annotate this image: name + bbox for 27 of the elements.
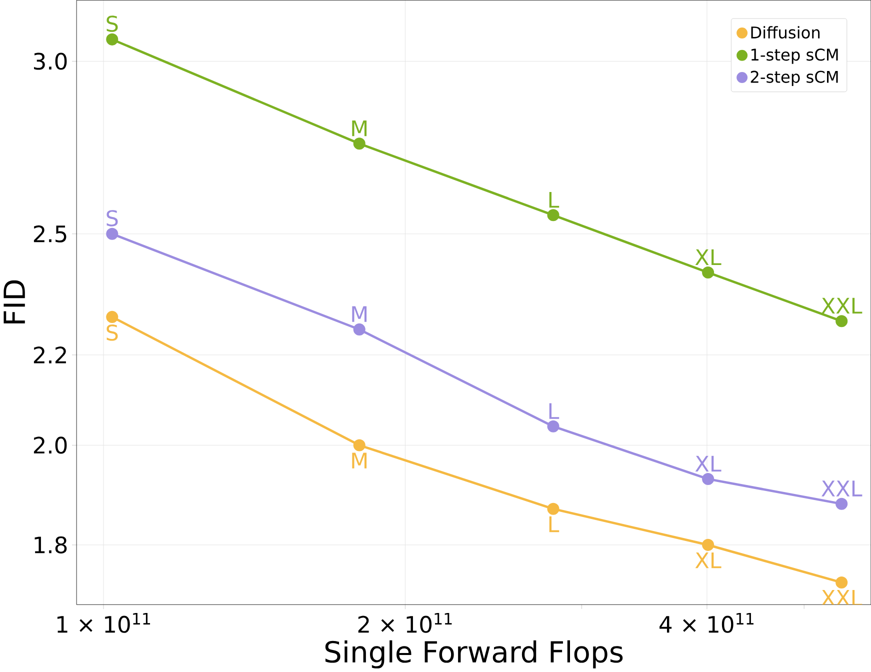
legend-label: Diffusion — [751, 26, 820, 39]
x-axis-title: Single Forward Flops — [325, 640, 623, 668]
y-tick-label: 2.0 — [34, 436, 67, 454]
data-label: XL — [695, 249, 722, 265]
data-label: L — [549, 192, 560, 208]
x-tick-label: 2 × 10$^{11}$ — [358, 612, 452, 633]
data-label: M — [352, 452, 367, 468]
data-label: XL — [695, 552, 722, 568]
legend-label: 2-step sCM — [750, 70, 838, 86]
data-label: XXL — [822, 480, 862, 496]
data-label: S — [106, 210, 118, 226]
y-tick-label: 1.8 — [34, 536, 67, 554]
data-label: S — [106, 324, 118, 341]
y-tick-label: 3.0 — [34, 52, 67, 70]
data-label: S — [106, 16, 118, 32]
data-label: M — [352, 306, 367, 322]
data-label: M — [352, 120, 367, 136]
x-tick-label: 4 × 10$^{11}$ — [660, 612, 754, 633]
data-label: L — [549, 403, 560, 419]
x-tick-label: 1 × 10$^{11}$ — [57, 612, 150, 633]
legend-label: 1-step sCM — [751, 48, 838, 64]
y-tick-label: 2.2 — [34, 346, 66, 364]
y-tick-label: 2.5 — [34, 225, 66, 242]
y-axis-title: FID — [4, 280, 25, 324]
data-label: XL — [695, 456, 722, 472]
data-label: L — [549, 516, 560, 532]
data-label: XXL — [822, 298, 862, 314]
